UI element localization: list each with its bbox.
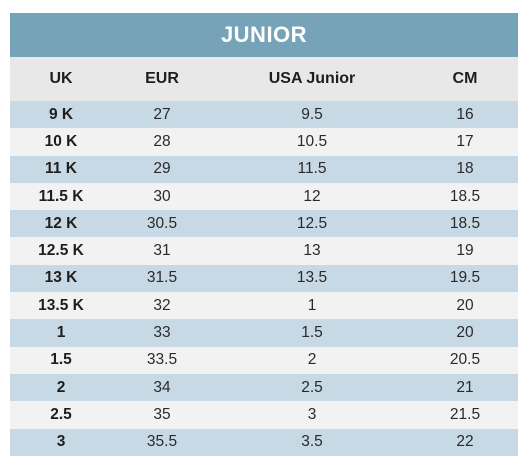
cell-eur: 33: [153, 324, 171, 342]
table-row: 1.5 33.5 2 20.5: [10, 346, 518, 374]
cell-usa-junior: 2: [307, 351, 317, 369]
cell-cm: 22: [456, 433, 474, 451]
cell-cm: 20: [456, 296, 474, 314]
cell-eur: 32: [153, 296, 171, 314]
table-row: 11 K 29 11.5 18: [10, 155, 518, 183]
size-rows: 9 K 27 9.5 16 10 K 28 10.5 17 11 K 29 11.5 18 11.5 K…: [10, 101, 518, 456]
cell-eur: 34: [153, 378, 171, 396]
cell-eur: 30.5: [146, 214, 178, 232]
cell-usa-junior: 3.5: [301, 433, 323, 451]
cell-eur: 31.5: [146, 269, 178, 287]
cell-eur: 35: [153, 405, 171, 423]
cell-uk: 3: [56, 433, 66, 451]
cell-cm: 21.5: [449, 405, 481, 423]
cell-uk: 11 K: [45, 160, 77, 178]
header-usa-junior: USA Junior: [268, 70, 356, 87]
cell-usa-junior: 1.5: [301, 324, 323, 342]
cell-eur: 29: [153, 160, 171, 178]
header-row: UK EUR USA Junior CM: [10, 57, 518, 101]
size-chart-panel: JUNIOR UK EUR USA Junior CM 9 K 27 9.5 16 10…: [10, 13, 518, 456]
cell-usa-junior: 13.5: [296, 269, 328, 287]
cell-usa-junior: 13: [303, 242, 321, 260]
table-row: 10 K 28 10.5 17: [10, 128, 518, 156]
cell-cm: 20.5: [449, 351, 481, 369]
table-row: 2 34 2.5 21: [10, 373, 518, 402]
cell-cm: 18.5: [449, 187, 481, 205]
cell-eur: 35.5: [146, 433, 178, 451]
cell-cm: 21: [456, 378, 474, 396]
cell-uk: 10 K: [44, 132, 78, 150]
cell-usa-junior: 9.5: [301, 105, 323, 123]
cell-usa-junior: 11.5: [297, 160, 327, 178]
cell-usa-junior: 1: [307, 296, 317, 314]
cell-eur: 30: [153, 187, 171, 205]
cell-uk: 2.5: [50, 405, 72, 423]
cell-usa-junior: 12: [303, 187, 321, 205]
cell-uk: 12.5 K: [38, 242, 84, 260]
table-row: 13 K 31.5 13.5 19.5: [10, 264, 518, 293]
header-uk: UK: [49, 70, 73, 87]
cell-usa-junior: 2.5: [301, 378, 323, 396]
cell-eur: 33.5: [146, 351, 178, 369]
table-row: 1 33 1.5 20: [10, 319, 518, 347]
cell-uk: 13 K: [44, 269, 78, 287]
cell-eur: 28: [153, 132, 171, 150]
table-row: 13.5 K 32 1 20: [10, 292, 518, 320]
cell-uk: 12 K: [44, 214, 78, 232]
cell-uk: 1: [56, 324, 66, 342]
table-row: 9 K 27 9.5 16: [10, 101, 518, 129]
cell-eur: 27: [153, 105, 171, 123]
cell-usa-junior: 12.5: [296, 214, 328, 232]
cell-uk: 1.5: [50, 351, 72, 369]
cell-uk: 9 K: [48, 105, 74, 123]
header-cm: CM: [452, 70, 478, 87]
cell-cm: 18: [456, 160, 474, 178]
cell-cm: 19: [456, 242, 474, 260]
table-row: 12.5 K 31 13 19: [10, 237, 518, 265]
cell-cm: 19.5: [449, 269, 481, 287]
table-row: 12 K 30.5 12.5 18.5: [10, 210, 518, 238]
table-row: 3 35.5 3.5 22: [10, 428, 518, 456]
cell-usa-junior: 3: [307, 405, 317, 423]
cell-usa-junior: 10.5: [296, 132, 328, 150]
cell-cm: 16: [456, 105, 474, 123]
cell-eur: 31: [153, 242, 171, 260]
cell-cm: 18.5: [449, 214, 481, 232]
cell-cm: 17: [456, 132, 474, 150]
table-row: 11.5 K 30 12 18.5: [10, 182, 518, 211]
cell-uk: 2: [56, 378, 66, 396]
cell-cm: 20: [456, 324, 474, 342]
table-row: 2.5 35 3 21.5: [10, 401, 518, 429]
cell-uk: 11.5 K: [38, 187, 84, 205]
table-title: JUNIOR: [220, 22, 308, 47]
title-bar: JUNIOR: [10, 13, 518, 57]
header-eur: EUR: [145, 70, 179, 87]
cell-uk: 13.5 K: [38, 296, 84, 314]
